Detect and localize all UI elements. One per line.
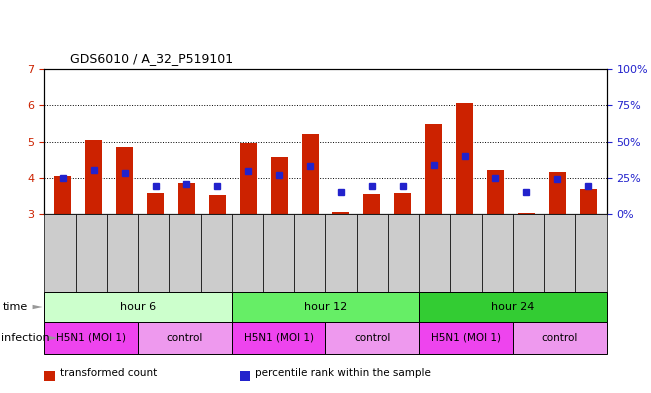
Bar <box>333 212 350 214</box>
Bar <box>240 143 256 214</box>
Bar <box>147 193 164 214</box>
Bar <box>116 147 133 214</box>
Text: percentile rank within the sample: percentile rank within the sample <box>255 369 431 378</box>
Bar <box>85 140 102 214</box>
Bar <box>579 189 597 214</box>
Bar <box>178 183 195 214</box>
Text: hour 12: hour 12 <box>304 302 347 312</box>
Text: transformed count: transformed count <box>60 369 157 378</box>
Text: hour 6: hour 6 <box>120 302 156 312</box>
Bar <box>549 172 566 214</box>
Text: H5N1 (MOI 1): H5N1 (MOI 1) <box>56 333 126 343</box>
Text: control: control <box>354 333 391 343</box>
Text: GDS6010 / A_32_P519101: GDS6010 / A_32_P519101 <box>70 52 234 65</box>
Bar <box>518 213 535 214</box>
Bar <box>209 195 226 214</box>
Text: control: control <box>542 333 578 343</box>
Bar <box>425 124 442 214</box>
Text: H5N1 (MOI 1): H5N1 (MOI 1) <box>431 333 501 343</box>
Bar <box>54 176 72 214</box>
Text: control: control <box>167 333 203 343</box>
Text: hour 24: hour 24 <box>492 302 534 312</box>
Text: infection: infection <box>1 333 49 343</box>
Bar <box>301 134 318 214</box>
Bar <box>456 103 473 214</box>
Bar <box>487 170 504 214</box>
Text: time: time <box>3 302 28 312</box>
Bar <box>271 157 288 214</box>
Bar <box>363 194 380 214</box>
Bar <box>395 193 411 214</box>
Text: H5N1 (MOI 1): H5N1 (MOI 1) <box>243 333 314 343</box>
